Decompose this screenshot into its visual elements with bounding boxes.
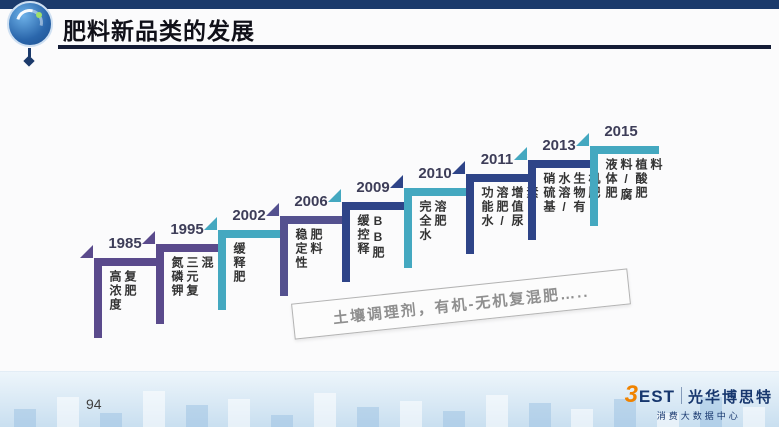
page-number: 94: [86, 396, 102, 412]
step-label: 完全水溶肥: [418, 200, 447, 242]
step-vertical-bar: [218, 230, 226, 310]
title-underline: [58, 45, 771, 49]
step-vertical-bar: [342, 202, 350, 282]
step-vertical-bar: [590, 146, 598, 226]
step-year: 2006: [294, 193, 328, 210]
step-label: 缓释肥: [232, 242, 246, 284]
step-year: 2011: [480, 151, 514, 168]
step-vertical-bar: [156, 244, 164, 324]
step-horizontal-bar: [466, 174, 535, 182]
page-title: 肥料新品类的发展: [63, 18, 255, 44]
step-year: 1985: [108, 235, 142, 252]
step-label: 液体肥料/腐植酸肥料: [604, 158, 663, 202]
cityscape-decoration: [0, 371, 779, 427]
step-year: 2009: [356, 179, 390, 196]
footer-brand-logo: 3 EST 光华博思特 消费大数据中心: [625, 383, 773, 422]
step-vertical-bar: [404, 188, 412, 268]
step-vertical-bar: [466, 174, 474, 254]
step-vertical-bar: [94, 258, 102, 338]
globe-swoosh-decoration: [11, 4, 48, 41]
brand-subtitle: 消费大数据中心: [656, 411, 741, 421]
step-year: 2015: [604, 123, 638, 140]
step-horizontal-bar: [404, 188, 473, 196]
step-vertical-bar: [528, 160, 536, 240]
footer-brand-row: 3 EST 光华博思特: [625, 383, 773, 407]
brand-logo-text: EST: [638, 387, 675, 406]
step-horizontal-bar: [280, 216, 349, 224]
step-horizontal-bar: [528, 160, 597, 168]
step-year: 1995: [170, 221, 204, 238]
logo-ribbon-tail: [28, 48, 31, 57]
brand-name: 光华博思特: [687, 389, 773, 406]
step-label: 缓控释BB肥: [356, 214, 385, 260]
step-label: 稳定性肥料: [294, 228, 323, 270]
step-label: 氮磷钾三元复混: [170, 256, 214, 298]
header-top-bar: [0, 0, 779, 9]
step-year: 2002: [232, 207, 266, 224]
step-year: 2010: [418, 165, 452, 182]
step-horizontal-bar: [590, 146, 659, 154]
step-label: 高浓度复肥: [108, 270, 137, 312]
step-arrow-icon: [80, 245, 93, 258]
step-horizontal-bar: [342, 202, 411, 210]
step-year: 2013: [542, 137, 576, 154]
brand-mark-icon: 3: [624, 381, 638, 408]
globe-leaf-dot: [36, 12, 42, 18]
step-label: 功能水溶肥/增值尿素: [480, 186, 539, 230]
brand-globe-icon: [7, 1, 53, 47]
step-horizontal-bar: [156, 244, 225, 252]
step-vertical-bar: [280, 216, 288, 296]
step-horizontal-bar: [94, 258, 163, 266]
brand-divider: [680, 386, 682, 404]
step-horizontal-bar: [218, 230, 287, 238]
